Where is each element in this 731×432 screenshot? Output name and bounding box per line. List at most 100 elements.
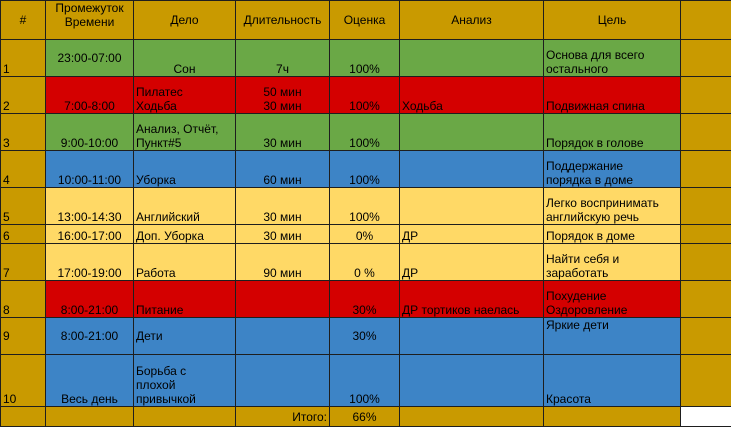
row-time: 17:00-19:00 <box>45 243 134 281</box>
row-duration <box>235 354 330 407</box>
table-row: 10 Весь день Борьба с плохой привычкой 1… <box>0 354 731 407</box>
row-num: 9 <box>0 317 46 355</box>
row-time: 7:00-8:00 <box>45 76 134 114</box>
row-analysis: Ходьба <box>399 76 544 114</box>
row-task: Анализ, Отчёт, Пункт#5 <box>133 113 236 151</box>
footer-blank <box>680 406 731 427</box>
row-time: 23:00-07:00 <box>45 39 134 77</box>
header-task: Дело <box>133 0 236 40</box>
header-score: Оценка <box>329 0 400 40</box>
row-score: 100% <box>329 187 400 225</box>
row-task: Сон <box>133 39 236 77</box>
table-row: 2 7:00-8:00 Пилатес Ходьба 50 мин 30 мин… <box>0 76 731 114</box>
row-score: 30% <box>329 280 400 318</box>
row-num: 7 <box>0 243 46 281</box>
row-spacer <box>680 113 731 151</box>
footer-blank <box>543 406 681 427</box>
table-row: 5 13:00-14:30 Английский 30 мин 100% Лег… <box>0 187 731 225</box>
row-spacer <box>680 224 731 244</box>
footer-blank <box>45 406 134 427</box>
header-row: # Промежуток Времени Дело Длительность О… <box>0 0 731 40</box>
table-row: 1 23:00-07:00 Сон 7ч 100% Основа для все… <box>0 39 731 77</box>
row-num: 5 <box>0 187 46 225</box>
row-goal: Подвижная спина <box>543 76 681 114</box>
row-analysis: ДР тортиков наелась <box>399 280 544 318</box>
row-analysis <box>399 39 544 77</box>
header-time: Промежуток Времени <box>45 0 134 40</box>
row-spacer <box>680 76 731 114</box>
table-row: 9 8:00-21:00 Дети 30% Яркие дети <box>0 317 731 355</box>
row-goal: Основа для всего остального <box>543 39 681 77</box>
row-score: 100% <box>329 39 400 77</box>
footer-blank <box>0 406 46 427</box>
row-spacer <box>680 354 731 407</box>
row-time: Весь день <box>45 354 134 407</box>
row-task: Работа <box>133 243 236 281</box>
row-spacer <box>680 187 731 225</box>
row-analysis: ДР <box>399 224 544 244</box>
row-score: 0% <box>329 224 400 244</box>
row-time: 8:00-21:00 <box>45 280 134 318</box>
row-spacer <box>680 39 731 77</box>
row-num: 1 <box>0 39 46 77</box>
row-duration: 90 мин <box>235 243 330 281</box>
row-score: 100% <box>329 76 400 114</box>
row-num: 10 <box>0 354 46 407</box>
header-analysis: Анализ <box>399 0 544 40</box>
row-num: 4 <box>0 150 46 188</box>
row-goal: Найти себя и заработать <box>543 243 681 281</box>
row-task: Уборка <box>133 150 236 188</box>
row-analysis <box>399 354 544 407</box>
row-num: 2 <box>0 76 46 114</box>
row-analysis <box>399 150 544 188</box>
table-row: 7 17:00-19:00 Работа 90 мин 0 % ДР Найти… <box>0 243 731 281</box>
row-duration <box>235 280 330 318</box>
row-time: 13:00-14:30 <box>45 187 134 225</box>
header-num: # <box>0 0 46 40</box>
footer-row: Итого: 66% <box>0 406 731 427</box>
header-duration: Длительность <box>235 0 330 40</box>
row-duration: 60 мин <box>235 150 330 188</box>
row-goal: Похудение Оздоровление <box>543 280 681 318</box>
header-goal: Цель <box>543 0 681 40</box>
row-task: Борьба с плохой привычкой <box>133 354 236 407</box>
row-score: 100% <box>329 113 400 151</box>
row-task: Питание <box>133 280 236 318</box>
footer-total-label: Итого: <box>235 406 330 427</box>
row-time: 9:00-10:00 <box>45 113 134 151</box>
row-duration: 7ч <box>235 39 330 77</box>
table-row: 3 9:00-10:00 Анализ, Отчёт, Пункт#5 30 м… <box>0 113 731 151</box>
footer-total-score: 66% <box>329 406 400 427</box>
row-spacer <box>680 150 731 188</box>
row-analysis <box>399 113 544 151</box>
row-num: 3 <box>0 113 46 151</box>
row-num: 6 <box>0 224 46 244</box>
footer-blank <box>133 406 236 427</box>
row-goal: Порядок в голове <box>543 113 681 151</box>
row-analysis: ДР <box>399 243 544 281</box>
row-task: Доп. Уборка <box>133 224 236 244</box>
row-time: 16:00-17:00 <box>45 224 134 244</box>
row-task: Английский <box>133 187 236 225</box>
row-duration: 30 мин <box>235 113 330 151</box>
row-time: 10:00-11:00 <box>45 150 134 188</box>
table-row: 8 8:00-21:00 Питание 30% ДР тортиков нае… <box>0 280 731 318</box>
row-duration <box>235 317 330 355</box>
row-duration: 30 мин <box>235 224 330 244</box>
row-score: 30% <box>329 317 400 355</box>
row-goal: Поддержание порядка в доме <box>543 150 681 188</box>
row-analysis <box>399 317 544 355</box>
row-score: 100% <box>329 354 400 407</box>
row-goal: Порядок в доме <box>543 224 681 244</box>
row-task: Дети <box>133 317 236 355</box>
row-duration: 30 мин <box>235 187 330 225</box>
row-analysis <box>399 187 544 225</box>
table-row: 4 10:00-11:00 Уборка 60 мин 100% Поддерж… <box>0 150 731 188</box>
header-spacer <box>680 0 731 40</box>
row-goal: Яркие дети <box>543 317 681 355</box>
footer-blank <box>399 406 544 427</box>
row-goal: Красота <box>543 354 681 407</box>
row-score: 0 % <box>329 243 400 281</box>
row-spacer <box>680 243 731 281</box>
